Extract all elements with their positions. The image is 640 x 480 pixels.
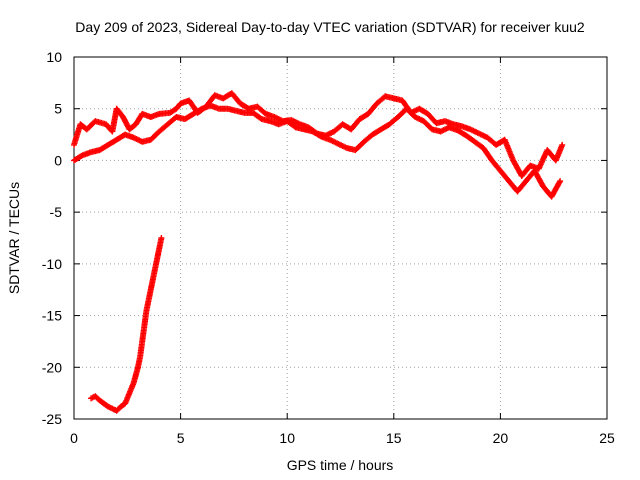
y-axis-label: SDTVAR / TECUs bbox=[6, 182, 22, 294]
x-tick-label: 20 bbox=[493, 430, 509, 446]
data-point-marker bbox=[556, 179, 563, 186]
data-point-marker bbox=[557, 178, 564, 185]
x-tick-label: 5 bbox=[177, 430, 185, 446]
y-tick-label: -5 bbox=[50, 204, 63, 220]
y-tick-label: 0 bbox=[54, 152, 62, 168]
data-points bbox=[71, 90, 566, 414]
axis-ticks bbox=[73, 56, 608, 420]
chart-title: Day 209 of 2023, Sidereal Day-to-day VTE… bbox=[75, 19, 585, 35]
data-point-marker bbox=[158, 235, 165, 241]
plot-frame bbox=[73, 56, 608, 420]
x-tick-label: 25 bbox=[599, 430, 615, 446]
y-tick-labels: 10 5 0 -5 -10 -15 -20 -25 bbox=[42, 49, 62, 427]
gridlines bbox=[74, 57, 607, 419]
data-point-marker bbox=[559, 141, 566, 148]
x-axis-label: GPS time / hours bbox=[287, 457, 394, 473]
y-tick-label: 5 bbox=[54, 101, 62, 117]
x-tick-labels: 0 5 10 15 20 25 bbox=[70, 430, 615, 446]
y-tick-label: -10 bbox=[42, 256, 62, 272]
x-tick-label: 15 bbox=[386, 430, 402, 446]
y-tick-label: -20 bbox=[42, 359, 62, 375]
y-tick-label: -15 bbox=[42, 308, 62, 324]
x-tick-label: 0 bbox=[70, 430, 78, 446]
y-tick-label: 10 bbox=[46, 49, 62, 65]
y-tick-label: -25 bbox=[42, 411, 62, 427]
x-tick-label: 10 bbox=[279, 430, 295, 446]
